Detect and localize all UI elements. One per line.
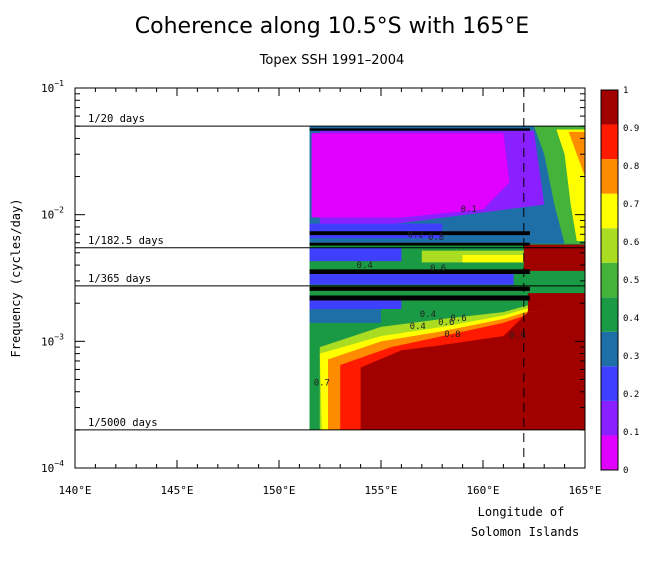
y-tick-label: 10−3 (41, 332, 64, 348)
colorbar-label: 0 (623, 466, 628, 476)
y-tick-label: 10−1 (41, 79, 64, 95)
y-tick-label: 10−4 (41, 459, 64, 475)
band-mid-blue (309, 247, 402, 262)
contour-label: 0.7 (314, 378, 330, 388)
contour-label: 0.4 (410, 322, 426, 332)
contour-label: 0.4 (420, 310, 436, 320)
colorbar: 0 0.1 0.2 0.3 0.4 0.5 0.6 0.7 0.8 0.9 1 (600, 86, 639, 476)
coherence-field (309, 126, 585, 430)
colorbar-swatch (601, 228, 618, 263)
zero-stripe-1 (309, 231, 530, 236)
zero-stripe-5 (309, 295, 530, 301)
colorbar-swatch (601, 159, 618, 194)
colorbar-swatch (601, 366, 618, 401)
band-annual-blue (309, 274, 514, 285)
zero-stripe-3 (309, 269, 530, 275)
contour-label: 0.9 (510, 332, 526, 342)
x-tick-label: 150°E (262, 484, 295, 497)
colorbar-label: 1 (623, 86, 628, 96)
colorbar-label: 0.3 (623, 352, 639, 362)
colorbar-label: 0.1 (623, 428, 639, 438)
colorbar-swatch (601, 262, 618, 298)
band-lf-teal (309, 309, 381, 323)
reference-line-label: 1/20 days (88, 113, 145, 125)
colorbar-label: 0.9 (623, 124, 639, 134)
colorbar-label: 0.5 (623, 276, 639, 286)
y-axis-label: Frequency (cycles/day) (9, 199, 23, 358)
band-mid-yellow (462, 255, 524, 263)
contour-labels: 0.10.2 0.80.4 0.60.40.40.60.60.8 0.90.7 (314, 205, 526, 388)
zero-stripe-0 (309, 128, 530, 131)
band-mid-red (523, 244, 585, 271)
colorbar-label: 0.2 (623, 390, 639, 400)
x-tick-label: 155°E (364, 484, 397, 497)
band-hf-orange (568, 131, 585, 177)
x-tick-label: 160°E (466, 484, 499, 497)
contour-label: 0.4 (357, 261, 373, 271)
reference-lines: 1/20 days 1/182.5 days 1/365 days 1/5000 da… (75, 88, 585, 468)
plot-frame (74, 87, 586, 469)
colorbar-frame (600, 89, 619, 471)
colorbar-label: 0.6 (623, 238, 639, 248)
colorbar-swatch (601, 193, 618, 229)
contour-label: 0.6 (438, 318, 454, 328)
colorbar-swatch (601, 90, 618, 125)
reference-line-label: 1/182.5 days (88, 235, 164, 247)
x-tick-label: 145°E (160, 484, 193, 497)
contour-label: 0.6 (430, 264, 446, 274)
chart-title: Coherence along 10.5°S with 165°E (135, 14, 529, 39)
colorbar-swatch (601, 400, 618, 436)
x-axis-label-line2: Solomon Islands (471, 525, 579, 539)
colorbar-label: 0.7 (623, 200, 639, 210)
chart-subtitle: Topex SSH 1991–2004 (259, 53, 405, 68)
zero-stripe-4 (309, 286, 530, 291)
colorbar-label: 0.4 (623, 314, 639, 324)
zero-stripe-2 (309, 242, 530, 246)
colorbar-label: 0.8 (623, 162, 639, 172)
x-tick-label: 165°E (568, 484, 601, 497)
contour-label: 0.8 (428, 233, 444, 243)
colorbar-swatch (601, 297, 618, 332)
colorbar-swatch (601, 331, 618, 367)
band-lf-darkred (360, 306, 585, 430)
contour-label: 0.2 (408, 231, 424, 241)
contour-label: 0.8 (444, 330, 460, 340)
x-tick-label: 140°E (58, 484, 91, 497)
band-hf-yellow (556, 129, 585, 241)
reference-line-label: 1/5000 days (88, 417, 158, 429)
x-axis-label: Longitude of (478, 505, 565, 519)
band-lf-darkred-top (527, 293, 585, 313)
colorbar-swatch (601, 435, 618, 470)
y-tick-label: 10−2 (41, 206, 64, 222)
colorbar-swatch (601, 124, 618, 160)
contour-label: 0.1 (461, 205, 477, 215)
contour-label: 0.6 (450, 314, 466, 324)
axes: 140°E 145°E 150°E 155°E 160°E 165°E 10−1 10−2 10… (41, 79, 602, 497)
reference-line-label: 1/365 days (88, 273, 151, 285)
band-hf-magenta (311, 133, 510, 218)
